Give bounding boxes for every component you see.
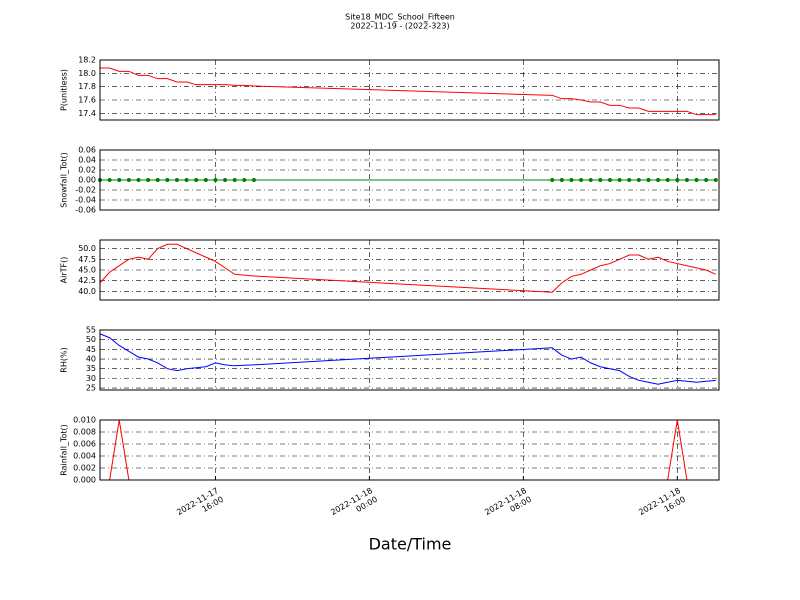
data-point — [636, 178, 641, 182]
y-tick-label: 0.00 — [78, 176, 96, 185]
y-tick-label: 25 — [86, 384, 96, 393]
y-tick-label: 55 — [86, 326, 96, 335]
y-tick-label: 0.000 — [73, 476, 96, 485]
data-point — [675, 178, 680, 182]
y-tick-label: 0.008 — [73, 428, 96, 437]
y-axis-label: RH(%) — [60, 347, 69, 372]
y-tick-label: 0.002 — [73, 464, 96, 473]
data-point — [607, 178, 612, 182]
y-tick-label: 35 — [86, 364, 96, 373]
chart-subtitle: 2022-11-19 - (2022-323) — [350, 22, 449, 31]
data-point — [165, 178, 170, 182]
y-tick-label: 0.06 — [78, 146, 96, 155]
data-line — [99, 243, 716, 293]
data-point — [107, 178, 112, 182]
panel-frame — [99, 239, 720, 301]
data-line — [100, 67, 716, 116]
data-point — [194, 178, 199, 182]
panel-frame — [99, 419, 720, 481]
data-point — [656, 178, 661, 182]
y-tick-label: 17.6 — [78, 96, 96, 105]
y-tick-label: -0.02 — [75, 186, 96, 195]
data-line — [100, 419, 716, 481]
y-tick-label: 18.0 — [78, 69, 96, 78]
data-point — [117, 178, 122, 182]
y-tick-label: 0.02 — [78, 166, 96, 175]
data-point — [242, 178, 247, 182]
panel-frame — [99, 59, 720, 121]
data-point — [713, 178, 718, 182]
y-axis-label: AirTF() — [60, 257, 69, 284]
y-axis-label: Rainfall_Tot() — [60, 424, 69, 476]
y-tick-label: 40.0 — [78, 287, 96, 296]
data-point — [550, 178, 555, 182]
data-point — [588, 178, 593, 182]
data-point — [203, 178, 208, 182]
data-point — [126, 178, 131, 182]
y-tick-label: 30 — [86, 374, 96, 383]
data-point — [559, 178, 564, 182]
y-tick-label: 0.010 — [73, 416, 96, 425]
data-point — [155, 178, 160, 182]
data-point — [665, 178, 670, 182]
data-point — [213, 178, 218, 182]
panel-frame — [99, 329, 720, 391]
x-axis-label: Date/Time — [369, 535, 452, 554]
y-tick-label: 17.8 — [78, 82, 96, 91]
data-point — [223, 178, 228, 182]
y-tick-label: 50.0 — [78, 244, 96, 253]
y-tick-label: 17.4 — [78, 109, 96, 118]
data-point — [627, 178, 632, 182]
y-tick-label: 0.04 — [78, 156, 96, 165]
data-point — [646, 178, 651, 182]
data-point — [184, 178, 189, 182]
y-tick-label: -0.04 — [75, 196, 96, 205]
data-point — [251, 178, 256, 182]
y-tick-label: 18.2 — [78, 56, 96, 65]
y-axis-label: Snowfall_Tot() — [60, 152, 69, 208]
y-tick-label: 0.006 — [73, 440, 96, 449]
y-tick-label: 45.0 — [78, 266, 96, 275]
y-tick-label: 50 — [86, 335, 96, 344]
y-tick-label: 42.5 — [78, 276, 96, 285]
data-point — [136, 178, 141, 182]
data-point — [704, 178, 709, 182]
data-point — [684, 178, 689, 182]
y-axis-label: P(unitless) — [60, 69, 69, 111]
y-tick-label: 45 — [86, 345, 96, 354]
data-point — [694, 178, 699, 182]
data-point — [232, 178, 237, 182]
panel-frame — [99, 149, 720, 211]
data-point — [146, 178, 151, 182]
y-tick-label: 40 — [86, 355, 96, 364]
y-tick-label: 0.004 — [73, 452, 96, 461]
y-tick-label: 47.5 — [78, 255, 96, 264]
data-point — [617, 178, 622, 182]
y-tick-label: -0.06 — [75, 206, 96, 215]
data-point — [579, 178, 584, 182]
data-point — [174, 178, 179, 182]
data-point — [598, 178, 603, 182]
chart-title: Site18_MDC_School_Fifteen — [345, 13, 455, 22]
data-line — [99, 333, 716, 385]
data-point — [569, 178, 574, 182]
